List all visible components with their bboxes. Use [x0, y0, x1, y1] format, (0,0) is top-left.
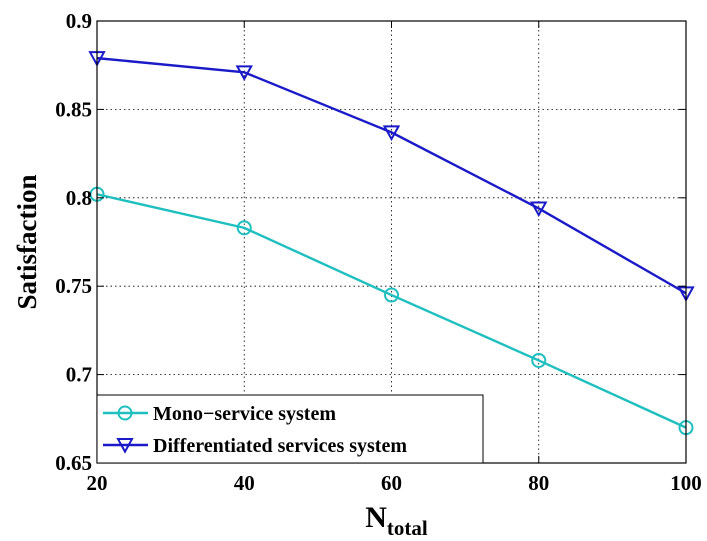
x-axis-title-subscript: total: [387, 516, 428, 540]
y-tick-label: 0.9: [66, 9, 92, 33]
y-tick-label: 0.7: [66, 363, 92, 387]
x-axis-title: Ntotal: [365, 501, 428, 540]
x-tick-label: 40: [234, 471, 255, 495]
x-axis-title-main: N: [365, 501, 387, 534]
legend: Mono−service system Differentiated servi…: [97, 395, 483, 463]
x-tick-label: 60: [381, 471, 402, 495]
y-tick-label: 0.65: [55, 451, 92, 475]
y-tick-label: 0.75: [55, 274, 92, 298]
y-tick-label: 0.8: [66, 186, 92, 210]
x-tick-label: 80: [528, 471, 549, 495]
legend-label-differentiated: Differentiated services system: [153, 435, 407, 457]
x-tick-label: 100: [670, 471, 702, 495]
y-tick-label: 0.85: [55, 97, 92, 121]
legend-label-mono: Mono−service system: [153, 403, 336, 425]
y-axis-title: Satisfaction: [12, 175, 42, 310]
